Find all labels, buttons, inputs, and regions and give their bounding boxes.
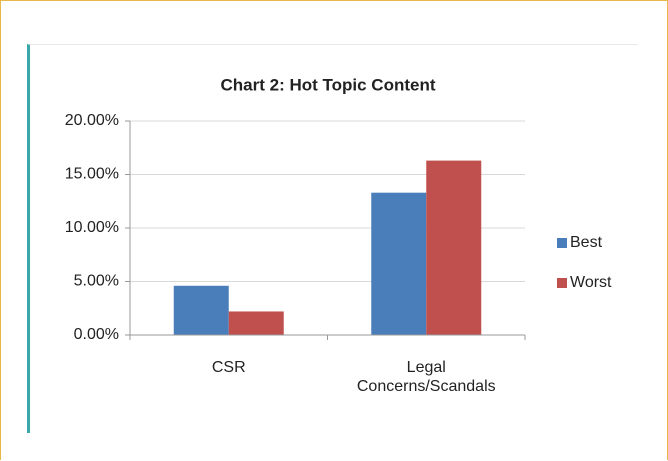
x-tick-label: CSR — [211, 359, 246, 376]
legend-swatch — [557, 238, 567, 248]
legend-label: Best — [570, 234, 603, 251]
y-tick-label: 0.00% — [74, 326, 119, 343]
bar — [173, 285, 229, 335]
y-tick-label: 5.00% — [74, 273, 119, 290]
bar — [228, 311, 284, 335]
legend-swatch — [557, 278, 567, 288]
y-tick-label: 10.00% — [65, 219, 119, 236]
legend-label: Worst — [570, 274, 612, 291]
y-tick-label: 20.00% — [65, 112, 119, 129]
y-tick-label: 15.00% — [65, 166, 119, 183]
chart-title: Chart 2: Hot Topic Content — [221, 75, 436, 94]
panel — [27, 44, 638, 433]
bar — [426, 160, 482, 335]
bar — [371, 192, 427, 335]
x-tick-label: Legal Concerns/Scandals — [356, 359, 496, 395]
